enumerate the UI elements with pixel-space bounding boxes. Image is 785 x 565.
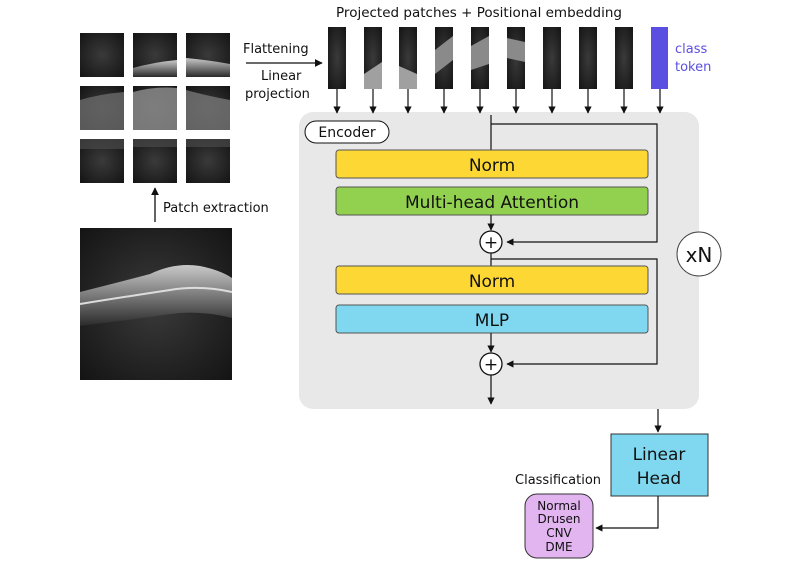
patch-token-retina <box>399 66 417 89</box>
patch-retina <box>186 58 230 77</box>
add-symbol-1: + <box>484 233 498 253</box>
patch-extraction-label: Patch extraction <box>163 201 269 216</box>
repeat-badge <box>676 231 722 277</box>
patch-retina <box>133 60 177 77</box>
patch-token <box>579 27 597 89</box>
patch <box>80 33 124 77</box>
norm-label-1: Norm <box>469 156 515 176</box>
patch-token <box>328 27 346 89</box>
patch-retina <box>80 139 124 149</box>
patch-tokens <box>328 27 668 89</box>
attention-block <box>335 186 649 216</box>
patch-token-retina <box>364 62 382 89</box>
class-item: Normal <box>537 499 580 513</box>
patch-retina <box>133 139 177 147</box>
class-token-label-line2: token <box>675 60 711 75</box>
patch-token-retina <box>471 36 489 70</box>
norm-block-2 <box>335 265 649 295</box>
class-item: CNV <box>546 526 572 540</box>
patch-token-retina <box>435 36 453 74</box>
linear-head-line1: Linear <box>633 445 686 465</box>
patch-token <box>543 27 561 89</box>
add-symbol-2: + <box>484 355 498 375</box>
norm-label-2: Norm <box>469 272 515 292</box>
class-token-label-line1: class <box>675 42 707 57</box>
token-arrows <box>333 89 664 114</box>
patch-token <box>615 27 633 89</box>
repeat-label: xN <box>686 243 713 267</box>
residual-connection-1 <box>491 123 658 246</box>
patch-retina <box>186 139 230 147</box>
class-token-block <box>651 27 668 89</box>
class-item: DME <box>545 540 572 554</box>
patch-retina <box>133 87 177 130</box>
flattening-label: Flattening <box>243 42 309 57</box>
linear-head-block <box>610 433 709 497</box>
mlp-label: MLP <box>475 311 509 331</box>
mlp-block <box>335 304 649 334</box>
linear-head-line2: Head <box>637 469 681 489</box>
patch-token-retina <box>507 38 525 62</box>
oct-scan-image <box>79 228 233 380</box>
patch-grid <box>80 33 230 183</box>
norm-block-1 <box>335 149 649 179</box>
top-title: Projected patches + Positional embedding <box>336 5 622 21</box>
linear-label: Linear <box>261 69 302 84</box>
classes-box <box>524 493 594 559</box>
projection-label: projection <box>245 87 310 102</box>
classification-label: Classification <box>515 473 601 488</box>
patch-retina <box>186 90 230 130</box>
residual-connection-2 <box>491 258 658 368</box>
encoder-label-pill <box>304 120 390 144</box>
to-classes-arrow <box>595 496 659 532</box>
class-item: Drusen <box>537 512 580 526</box>
encoder-label: Encoder <box>318 125 375 141</box>
encoder-block <box>299 112 699 409</box>
attention-label: Multi-head Attention <box>405 193 579 213</box>
patch-retina <box>80 92 124 130</box>
